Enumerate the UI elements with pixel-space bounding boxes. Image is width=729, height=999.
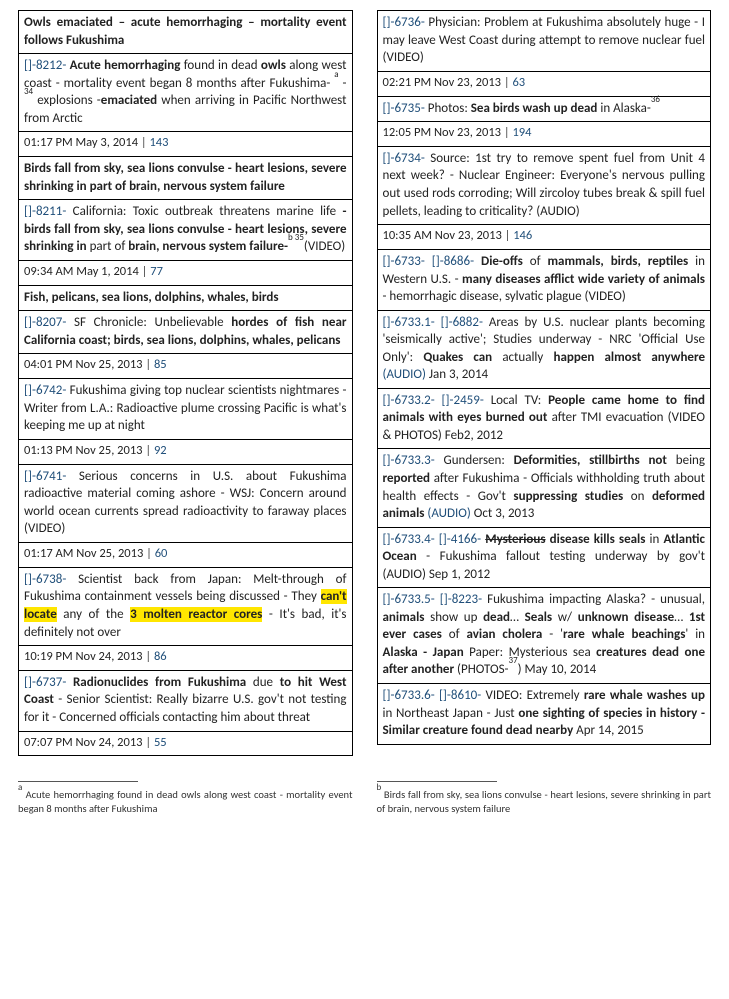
news-entry: []-8212- Acute hemorrhaging found in dea… — [18, 53, 353, 132]
news-entry: []-6733.3- Gundersen: Deformities, still… — [377, 448, 712, 527]
comment-count[interactable]: 77 — [150, 264, 163, 279]
section-header: Owls emaciated – acute hemorrhaging – mo… — [18, 10, 353, 54]
footnote-b-text: Birds fall from sky, sea lions convulse … — [377, 788, 712, 815]
comment-count[interactable]: 60 — [155, 546, 168, 561]
two-column-layout: Owls emaciated – acute hemorrhaging – mo… — [18, 10, 711, 755]
link-bracket[interactable]: [] — [432, 254, 440, 269]
link-bracket[interactable]: [] — [24, 383, 32, 398]
link-bracket[interactable]: [] — [24, 572, 32, 587]
section-header: Birds fall from sky, sea lions convulse … — [18, 156, 353, 200]
news-entry: []-6733.5- []-8223- Fukushima impacting … — [377, 587, 712, 684]
entry-meta: 01:13 PM Nov 25, 2013 | 92 — [18, 439, 353, 465]
comment-count[interactable]: 63 — [512, 75, 525, 90]
link-bracket[interactable]: [] — [24, 204, 32, 219]
entry-meta: 10:19 PM Nov 24, 2013 | 86 — [18, 645, 353, 671]
entry-meta: 01:17 AM Nov 25, 2013 | 60 — [18, 542, 353, 568]
entry-meta: 04:01 PM Nov 25, 2013 | 85 — [18, 353, 353, 379]
news-entry: []-8207- SF Chronicle: Unbelievable hord… — [18, 310, 353, 354]
link-bracket[interactable]: [] — [24, 315, 32, 330]
entry-meta: 01:17 PM May 3, 2014 | 143 — [18, 131, 353, 157]
comment-count[interactable]: 194 — [512, 125, 531, 140]
footnote-a-text: Acute hemorrhaging found in dead owls al… — [18, 788, 353, 815]
link-bracket[interactable]: [] — [441, 315, 449, 330]
entry-meta: 10:35 AM Nov 23, 2013 | 146 — [377, 224, 712, 250]
news-entry: []-6733.2- []-2459- Local TV: People cam… — [377, 388, 712, 450]
news-entry: []-6741- Serious concerns in U.S. about … — [18, 464, 353, 543]
comment-count[interactable]: 85 — [154, 357, 167, 372]
document-page: Owls emaciated – acute hemorrhaging – mo… — [0, 0, 729, 999]
news-entry: []-6734- Source: 1st try to remove spent… — [377, 146, 712, 225]
link-bracket[interactable]: [] — [440, 592, 448, 607]
comment-count[interactable]: 143 — [149, 135, 168, 150]
left-column: Owls emaciated – acute hemorrhaging – mo… — [18, 10, 353, 755]
news-entry: []-6733- []-8686- Die-offs of mammals, b… — [377, 249, 712, 311]
news-entry: []-6737- Radionuclides from Fukushima du… — [18, 670, 353, 732]
comment-count[interactable]: 146 — [513, 228, 532, 243]
comment-count[interactable]: 92 — [154, 443, 167, 458]
right-column: []-6736- Physician: Problem at Fukushima… — [377, 10, 712, 755]
link-bracket[interactable]: [] — [442, 393, 450, 408]
link-bracket[interactable]: [] — [24, 469, 32, 484]
link-bracket[interactable]: [] — [24, 675, 32, 690]
comment-count[interactable]: 86 — [154, 649, 167, 664]
entry-meta: 09:34 AM May 1, 2014 | 77 — [18, 260, 353, 286]
news-entry: []-8211- California: Toxic outbreak thre… — [18, 199, 353, 261]
link-bracket[interactable]: [] — [439, 688, 447, 703]
entry-meta: 07:07 PM Nov 24, 2013 | 55 — [18, 731, 353, 757]
news-entry: []-6738- Scientist back from Japan: Melt… — [18, 567, 353, 646]
news-entry: []-6735- Photos: Sea birds wash up dead … — [377, 96, 712, 123]
news-entry: []-6742- Fukushima giving top nuclear sc… — [18, 378, 353, 440]
news-entry: []-6733.1- []-6882- Areas by U.S. nuclea… — [377, 310, 712, 389]
footnote-a: a Acute hemorrhaging found in dead owls … — [18, 781, 353, 815]
footnotes: a Acute hemorrhaging found in dead owls … — [18, 781, 711, 815]
footnote-b: b Birds fall from sky, sea lions convuls… — [377, 781, 712, 815]
news-entry: []-6733.6- []-8610- VIDEO: Extremely rar… — [377, 683, 712, 745]
link-bracket[interactable]: [] — [24, 58, 32, 73]
entry-meta: 02:21 PM Nov 23, 2013 | 63 — [377, 71, 712, 97]
news-entry: []-6736- Physician: Problem at Fukushima… — [377, 10, 712, 72]
section-header: Fish, pelicans, sea lions, dolphins, wha… — [18, 285, 353, 312]
comment-count[interactable]: 55 — [154, 735, 167, 750]
entry-meta: 12:05 PM Nov 23, 2013 | 194 — [377, 121, 712, 147]
link-bracket[interactable]: [] — [439, 532, 447, 547]
news-entry: []-6733.4- []-4166- Mysterious disease k… — [377, 527, 712, 589]
